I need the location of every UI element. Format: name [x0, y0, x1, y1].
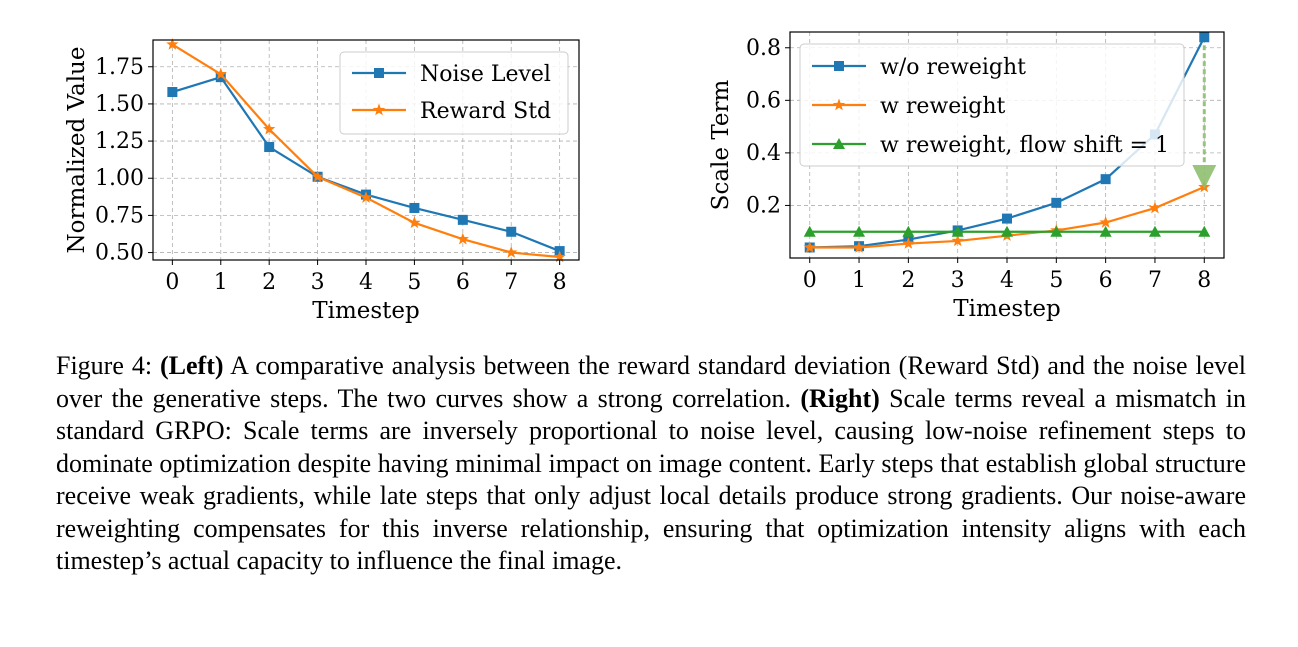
left-y-tick-label: 1.00	[95, 166, 144, 191]
left-y-tick-label: 1.75	[95, 55, 144, 80]
right-point-w-o-reweight	[1100, 174, 1111, 185]
right-point-w-reweight	[803, 240, 816, 253]
left-point-noise-level	[506, 226, 517, 237]
left-x-tick-label: 3	[311, 270, 325, 295]
right-point-w-o-reweight	[1051, 197, 1062, 208]
left-legend-label-reward-std: Reward Std	[420, 99, 551, 124]
left-legend-label-noise-level: Noise Level	[420, 62, 551, 87]
right-legend-label-w-o-reweight: w/o reweight	[880, 55, 1026, 80]
caption-left-label: (Left)	[160, 351, 224, 380]
left-legend-marker-noise-level	[374, 68, 384, 78]
left-point-reward-std	[166, 37, 179, 50]
caption-figure-label: Figure 4:	[56, 351, 153, 380]
left-x-tick-label: 2	[262, 270, 276, 295]
right-point-w-reweight-flow-shift-1	[1050, 225, 1063, 237]
right-point-w-reweight-flow-shift-1	[1001, 225, 1013, 237]
right-y-tick-label: 0.8	[746, 36, 781, 61]
right-x-tick-label: 5	[1049, 268, 1063, 293]
left-point-reward-std	[505, 246, 518, 258]
right-x-tick-label: 4	[1000, 268, 1014, 293]
left-point-noise-level	[409, 202, 420, 213]
right-point-w-reweight-flow-shift-1	[902, 225, 915, 237]
right-point-w-reweight	[951, 234, 964, 247]
right-x-axis-label: Timestep	[953, 296, 1061, 322]
left-x-tick-label: 8	[553, 270, 567, 295]
right-point-w-reweight	[1198, 180, 1211, 193]
right-y-tick-label: 0.2	[746, 193, 781, 218]
right-x-tick-label: 2	[901, 268, 915, 293]
figure-caption: Figure 4: (Left) A comparative analysis …	[56, 350, 1246, 578]
right-x-tick-label: 1	[852, 268, 866, 293]
left-y-axis-label: Normalized Value	[64, 47, 90, 254]
left-chart-noise-vs-reward-std: 0 1 2 3 4 5 6 7 8 0.50 0.75 1.00 1.25 1.50 1.75 Timeste…	[64, 37, 580, 324]
right-point-w-reweight-flow-shift-1	[853, 225, 866, 237]
left-point-reward-std	[214, 67, 227, 80]
right-point-w-reweight	[1148, 201, 1162, 214]
left-y-tick-label: 1.50	[95, 92, 144, 117]
right-legend-marker-w-o-reweight	[834, 61, 844, 71]
right-legend-box	[799, 43, 1185, 167]
caption-right-text: Scale terms reveal a mismatch in standar…	[56, 383, 1246, 576]
right-y-tick-label: 0.6	[746, 88, 781, 113]
left-point-reward-std	[359, 191, 373, 203]
left-x-tick-label: 0	[165, 270, 179, 295]
left-point-noise-level	[167, 87, 178, 98]
right-point-w-reweight-flow-shift-1	[1198, 225, 1211, 237]
right-x-tick-label: 6	[1099, 268, 1113, 293]
right-x-tick-label: 0	[803, 268, 817, 293]
left-x-tick-label: 4	[359, 270, 373, 295]
left-x-tick-label: 1	[214, 270, 228, 295]
right-chart-scale-term: 0 1 2 3 4 5 6 7 8 0.2 0.4 0.6 0.8 Timestep Scale Term w…	[708, 31, 1225, 322]
right-legend-label-w-reweight-flow-shift-1: w reweight, flow shift = 1	[880, 133, 1169, 158]
left-y-tick-label: 1.25	[95, 129, 144, 154]
right-y-tick-label: 0.4	[746, 141, 781, 166]
caption-right-label: (Right)	[800, 383, 880, 413]
left-point-reward-std	[263, 122, 276, 135]
caption-left-text: A comparative analysis between the rewar…	[56, 351, 1246, 413]
left-point-reward-std	[553, 250, 566, 263]
right-point-w-o-reweight	[1199, 32, 1210, 43]
right-point-w-reweight-flow-shift-1	[803, 225, 816, 237]
left-y-tick-label: 0.75	[95, 203, 144, 228]
right-x-tick-label: 3	[951, 268, 965, 293]
left-point-noise-level	[457, 214, 468, 225]
left-x-tick-label: 5	[407, 270, 421, 295]
left-point-reward-std	[456, 232, 469, 245]
left-x-axis-label: Timestep	[312, 298, 420, 324]
left-point-reward-std	[408, 216, 421, 229]
right-legend-marker-w-reweight	[832, 98, 846, 111]
right-point-w-o-reweight	[1002, 213, 1012, 224]
right-point-w-reweight-flow-shift-1	[1148, 225, 1161, 237]
left-point-reward-std	[311, 170, 324, 183]
right-point-w-reweight	[1099, 216, 1112, 228]
right-x-tick-label: 7	[1148, 268, 1162, 293]
right-point-w-reweight	[852, 240, 866, 253]
left-x-tick-label: 7	[504, 270, 518, 295]
left-point-noise-level	[264, 142, 275, 153]
right-point-w-reweight-flow-shift-1	[1099, 225, 1112, 237]
left-legend-marker-reward-std	[372, 103, 386, 116]
right-point-w-reweight-flow-shift-1	[951, 225, 964, 237]
right-y-axis-label: Scale Term	[708, 80, 734, 211]
left-y-tick-label: 0.50	[95, 241, 144, 266]
right-legend-label-w-reweight: w reweight	[880, 94, 1005, 119]
right-x-tick-label: 8	[1197, 268, 1211, 293]
left-x-tick-label: 6	[456, 270, 470, 295]
figure-4: 0 1 2 3 4 5 6 7 8 0.50 0.75 1.00 1.25 1.50 1.75 Timeste…	[64, 31, 1225, 324]
left-point-noise-level	[215, 72, 226, 83]
right-legend-marker-w-reweight-flow-shift-1	[833, 138, 845, 149]
right-point-w-reweight	[902, 237, 915, 249]
